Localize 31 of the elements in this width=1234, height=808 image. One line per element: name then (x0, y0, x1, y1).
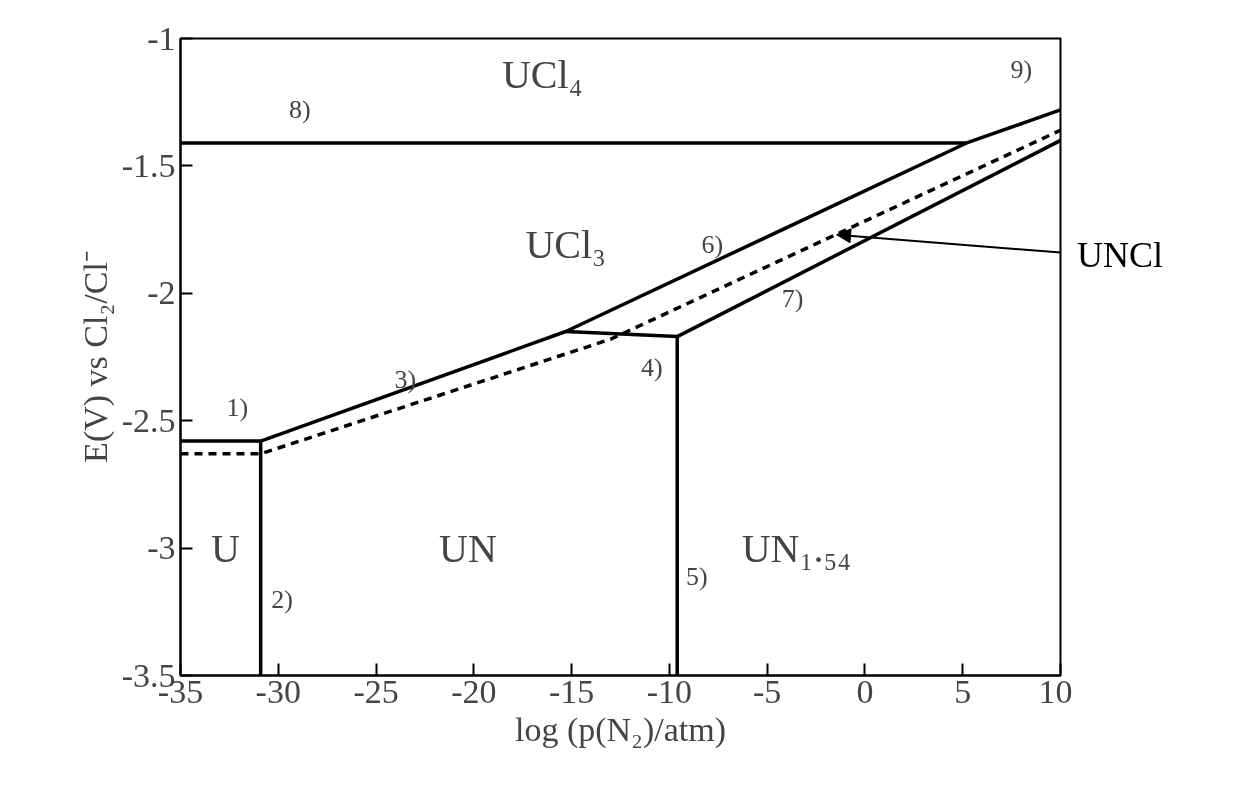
annotation: UN (439, 525, 497, 571)
annotation: U (211, 525, 241, 571)
annotation: 6) (701, 230, 724, 260)
annotation: 8) (288, 95, 311, 125)
y-tick-label: -3 (147, 529, 176, 567)
x-tick-label: -20 (451, 672, 497, 710)
x-tick-label: 5 (954, 672, 972, 710)
annotation: 5) (685, 561, 708, 591)
y-tick-label: -2 (147, 274, 176, 312)
annotation: 3) (394, 365, 417, 395)
x-tick-label: -15 (548, 672, 595, 710)
x-tick-label: 0 (856, 672, 874, 710)
x-tick-label: -30 (255, 672, 301, 710)
annotation: 1) (226, 393, 249, 423)
y-tick-label: -1.5 (121, 146, 176, 184)
annotation: 7) (781, 283, 804, 313)
annotation: 4) (640, 352, 663, 382)
x-axis-title: log (p(N₂)/atm) (514, 710, 727, 749)
annotation: UN₁.₅₄ (741, 525, 852, 571)
y-tick-label: -2.5 (121, 401, 176, 439)
annotation: UNCl (1077, 234, 1164, 277)
x-tick-label: -10 (646, 672, 693, 710)
annotation: 2) (271, 584, 294, 614)
x-tick-label: -5 (753, 672, 782, 710)
x-tick-label: 10 (1038, 672, 1073, 710)
y-tick-label: -1 (147, 19, 176, 57)
x-tick-label: -25 (353, 672, 399, 710)
annotation: UCl₄ (501, 51, 583, 97)
annotation: UCl₃ (525, 222, 607, 268)
annotation: 9) (1010, 54, 1033, 84)
y-axis-title: E(V) vs Cl₂/Cl⁻ (76, 251, 115, 463)
